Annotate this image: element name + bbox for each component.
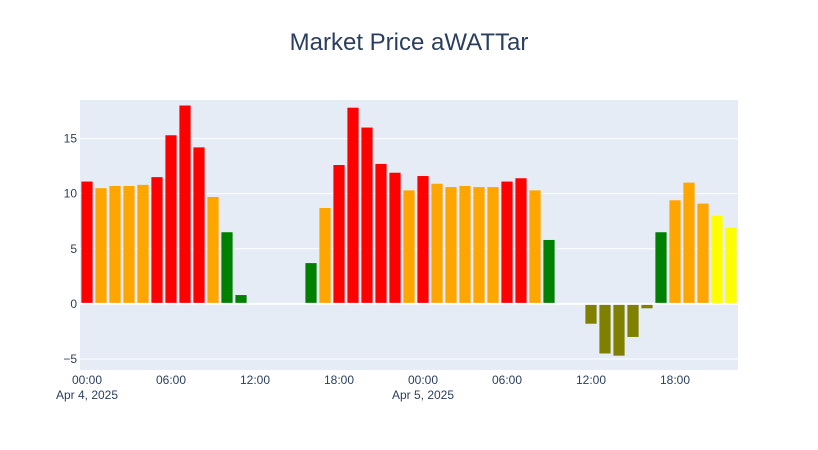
bar[interactable] <box>445 187 457 304</box>
bar[interactable] <box>193 147 205 304</box>
bar[interactable] <box>725 227 737 304</box>
y-tick-label: 15 <box>64 132 78 146</box>
x-tick-label: 12:00 <box>576 373 606 387</box>
x-tick-label: 06:00 <box>156 373 186 387</box>
y-tick-label: 5 <box>70 242 77 256</box>
y-tick-label: 0 <box>70 297 77 311</box>
bar[interactable] <box>501 181 513 304</box>
bar[interactable] <box>711 215 723 304</box>
bar[interactable] <box>95 188 107 304</box>
bar[interactable] <box>403 190 415 304</box>
y-tick-label: 10 <box>64 187 78 201</box>
bar[interactable] <box>207 196 219 304</box>
bar[interactable] <box>179 105 191 304</box>
bar[interactable] <box>137 184 149 304</box>
bar[interactable] <box>487 187 499 304</box>
bar[interactable] <box>669 200 681 304</box>
x-tick-label: 18:00 <box>324 373 354 387</box>
x-tick-label: 00:00 <box>408 373 438 387</box>
bar[interactable] <box>599 303 611 354</box>
bar[interactable] <box>333 165 345 304</box>
bar[interactable] <box>235 295 247 304</box>
bar[interactable] <box>585 303 597 324</box>
bars <box>81 105 737 356</box>
bar[interactable] <box>627 303 639 337</box>
bar[interactable] <box>641 303 653 309</box>
bar[interactable] <box>655 232 667 304</box>
bar[interactable] <box>305 263 317 304</box>
bar[interactable] <box>613 303 625 356</box>
bar[interactable] <box>697 203 709 304</box>
x-tick-label: 12:00 <box>240 373 270 387</box>
bar[interactable] <box>417 176 429 304</box>
x-tick-label: 06:00 <box>492 373 522 387</box>
y-tick-label: −5 <box>63 352 77 366</box>
bar[interactable] <box>361 127 373 304</box>
bar[interactable] <box>165 135 177 304</box>
bar[interactable] <box>473 187 485 304</box>
bar[interactable] <box>151 177 163 304</box>
bar[interactable] <box>123 185 135 304</box>
bar[interactable] <box>319 208 331 304</box>
bar[interactable] <box>543 239 555 304</box>
bar[interactable] <box>683 182 695 304</box>
bar[interactable] <box>221 232 233 304</box>
bar[interactable] <box>347 107 359 304</box>
x-tick-date-label: Apr 4, 2025 <box>56 388 118 402</box>
bar[interactable] <box>529 190 541 304</box>
bar[interactable] <box>459 185 471 304</box>
bar[interactable] <box>431 183 443 304</box>
y-axis-tick-labels: −5 0 5 10 15 <box>63 132 77 366</box>
x-tick-label: 18:00 <box>660 373 690 387</box>
bar[interactable] <box>375 163 387 304</box>
x-tick-date-label: Apr 5, 2025 <box>392 388 454 402</box>
bar[interactable] <box>109 185 121 304</box>
x-tick-label: 00:00 <box>72 373 102 387</box>
bar[interactable] <box>81 181 93 304</box>
bar[interactable] <box>515 178 527 304</box>
chart-title: Market Price aWATTar <box>290 29 529 56</box>
bar[interactable] <box>389 172 401 304</box>
